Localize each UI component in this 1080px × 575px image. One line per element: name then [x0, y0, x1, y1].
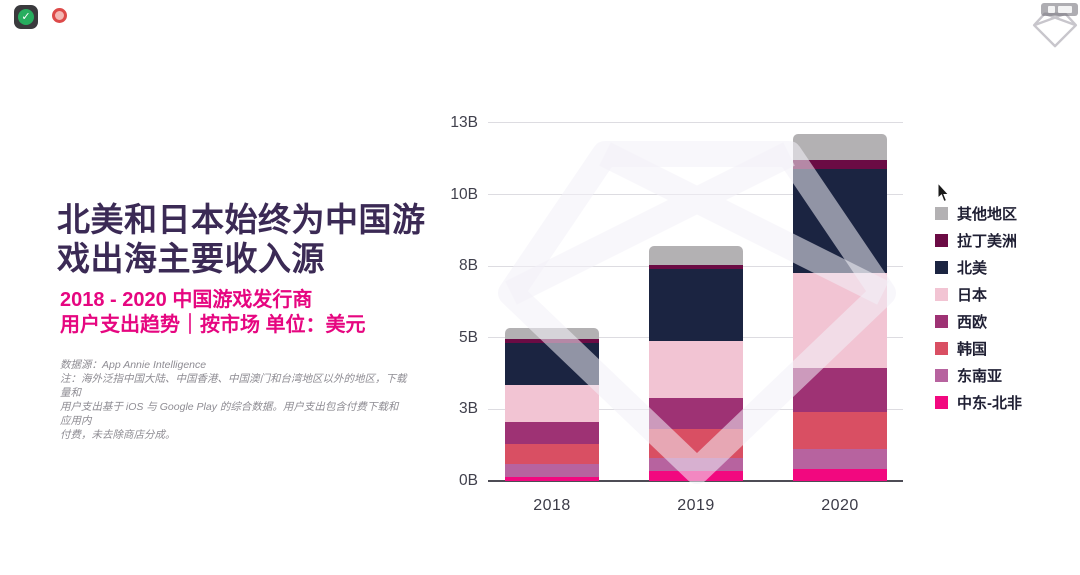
record-icon[interactable]	[52, 8, 67, 23]
bar-segment-韩国	[793, 412, 887, 450]
recording-badge[interactable]	[1041, 3, 1078, 16]
bar-segment-西欧	[649, 397, 743, 430]
bar-segment-中东-北非	[793, 469, 887, 481]
bar-segment-西欧	[505, 422, 599, 444]
y-axis-tick-label: 13B	[450, 113, 478, 131]
bar-segment-日本	[793, 273, 887, 368]
gridline	[488, 122, 903, 124]
y-axis-tick-label: 10B	[450, 185, 478, 203]
bar-segment-北美	[505, 343, 599, 385]
bar-segment-中东-北非	[649, 470, 743, 481]
green-check-icon[interactable]: ✓	[14, 5, 38, 29]
y-axis-tick-label: 8B	[459, 257, 478, 275]
bar-segment-日本	[505, 385, 599, 423]
chart-subtitle: 2018 - 2020 中国游戏发行商 用户支出趋势｜按市场 单位：美元	[60, 289, 366, 336]
bar-segment-其他地区	[505, 327, 599, 340]
bar-segment-其他地区	[649, 246, 743, 265]
x-axis-tick-label: 2020	[821, 497, 859, 514]
bar-segment-北美	[649, 268, 743, 341]
x-axis-tick-label: 2019	[677, 497, 715, 514]
checkmark-glyph: ✓	[18, 9, 34, 25]
bar-segment-中东-北非	[505, 476, 599, 481]
bar-2019	[649, 246, 743, 481]
bar-2018	[505, 327, 599, 481]
bar-segment-东南亚	[793, 449, 887, 470]
bar-segment-拉丁美洲	[793, 160, 887, 169]
bar-segment-北美	[793, 168, 887, 274]
bar-segment-其他地区	[793, 134, 887, 161]
bar-segment-西欧	[793, 367, 887, 413]
page-title: 北美和日本始终为中国游 戏出海主要收入源	[57, 201, 426, 277]
y-axis-tick-label: 0B	[459, 472, 478, 489]
bar-segment-韩国	[505, 443, 599, 464]
bar-segment-东南亚	[505, 463, 599, 477]
cursor-icon	[937, 183, 950, 203]
bar-2020	[793, 134, 887, 481]
bar-segment-日本	[649, 340, 743, 398]
source-footnote: 数据源：App Annie Intelligence 注：海外泛指中国大陆、中国…	[60, 359, 407, 441]
bar-segment-东南亚	[649, 458, 743, 471]
x-axis-tick-label: 2018	[533, 497, 571, 514]
y-axis-tick-label: 5B	[459, 328, 478, 346]
y-axis-tick-label: 3B	[459, 400, 478, 418]
bar-segment-韩国	[649, 429, 743, 459]
